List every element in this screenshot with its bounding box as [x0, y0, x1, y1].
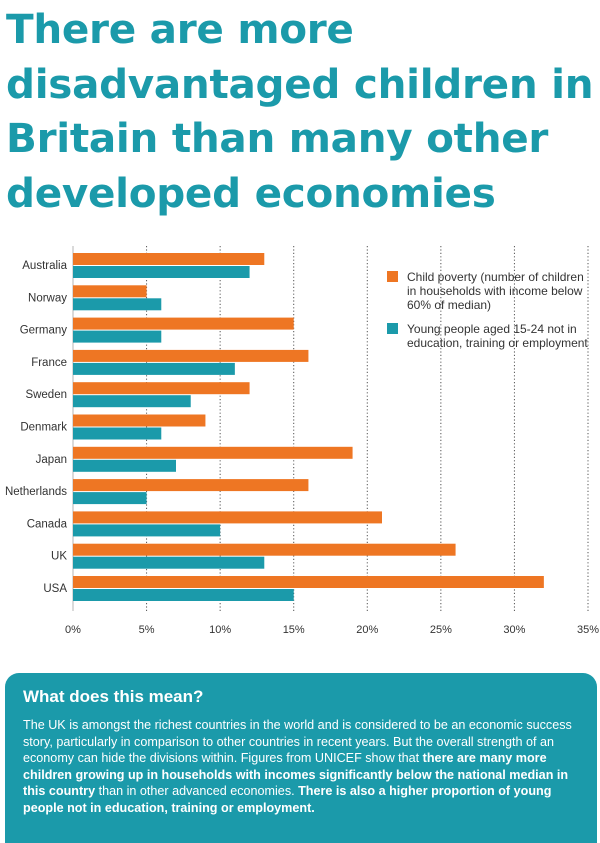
- category-label: France: [31, 357, 67, 369]
- bar-child-poverty-usa: [73, 576, 544, 588]
- info-box: What does this mean? The UK is amongst t…: [5, 673, 597, 843]
- legend-label-child-poverty: Child poverty (number of children in hou…: [407, 270, 584, 312]
- legend-item-young-people: Young people aged 15-24 not in education…: [387, 322, 592, 350]
- tick-label: 20%: [356, 624, 378, 636]
- bar-child-poverty-denmark: [73, 414, 206, 427]
- tick-label: 5%: [139, 624, 155, 636]
- info-body-bold-2: There is also a higher proportion of you…: [23, 784, 552, 815]
- category-labels: Australia Norway Germany France Sweden Denmar…: [5, 260, 68, 595]
- legend-swatch-child-poverty: [387, 271, 398, 282]
- info-body-text-1: The UK is amongst the richest countries …: [23, 718, 572, 765]
- page-title: There are more disadvantaged children in…: [6, 5, 594, 217]
- bar-young-people-sweden: [73, 395, 191, 408]
- bar-young-people-australia: [73, 266, 250, 278]
- bar-child-poverty-norway: [73, 285, 147, 298]
- bar-chart: Australia Norway Germany France Sweden Denmar…: [5, 246, 599, 636]
- category-label: Australia: [22, 260, 67, 272]
- bar-young-people-norway: [73, 298, 162, 311]
- tick-label: 15%: [283, 624, 305, 636]
- tick-label: 0%: [65, 624, 81, 636]
- tick-labels: 0% 5% 10% 15% 20% 25% 30% 35%: [65, 624, 599, 636]
- info-body-bold-1: there are many more children growing up …: [23, 751, 569, 798]
- tick-label: 35%: [577, 624, 599, 636]
- bar-child-poverty-france: [73, 349, 309, 362]
- chart-legend: Child poverty (number of children in hou…: [387, 270, 592, 360]
- bar-child-poverty-uk: [73, 543, 456, 556]
- bar-child-poverty-japan: [73, 446, 353, 459]
- category-label: Japan: [36, 454, 67, 466]
- category-label: Canada: [27, 518, 68, 530]
- legend-label-young-people: Young people aged 15-24 not in education…: [407, 322, 588, 350]
- bar-young-people-japan: [73, 459, 176, 472]
- bar-child-poverty-sweden: [73, 382, 250, 395]
- info-heading: What does this mean?: [23, 687, 204, 706]
- tick-label: 10%: [209, 624, 231, 636]
- chart-bars: [73, 253, 544, 601]
- bar-child-poverty-netherlands: [73, 479, 309, 492]
- info-body: The UK is amongst the richest countries …: [23, 717, 579, 816]
- bar-young-people-canada: [73, 524, 221, 537]
- category-label: UK: [51, 551, 67, 563]
- category-label: Sweden: [25, 389, 67, 401]
- info-body-text-2: than in other advanced economies.: [95, 784, 299, 798]
- category-label: Germany: [20, 325, 68, 337]
- bar-young-people-netherlands: [73, 492, 147, 505]
- bar-young-people-uk: [73, 556, 265, 569]
- bar-young-people-germany: [73, 330, 162, 343]
- bar-young-people-france: [73, 362, 235, 375]
- legend-item-child-poverty: Child poverty (number of children in hou…: [387, 270, 592, 312]
- tick-label: 30%: [503, 624, 525, 636]
- category-label: Norway: [28, 292, 67, 304]
- bar-child-poverty-australia: [73, 253, 265, 265]
- bar-young-people-usa: [73, 589, 294, 601]
- category-label: USA: [43, 583, 67, 595]
- bar-child-poverty-germany: [73, 317, 294, 330]
- category-label: Denmark: [20, 422, 67, 434]
- tick-label: 25%: [430, 624, 452, 636]
- legend-swatch-young-people: [387, 323, 398, 334]
- bar-young-people-denmark: [73, 427, 162, 440]
- bar-child-poverty-canada: [73, 511, 382, 524]
- category-label: Netherlands: [5, 486, 67, 498]
